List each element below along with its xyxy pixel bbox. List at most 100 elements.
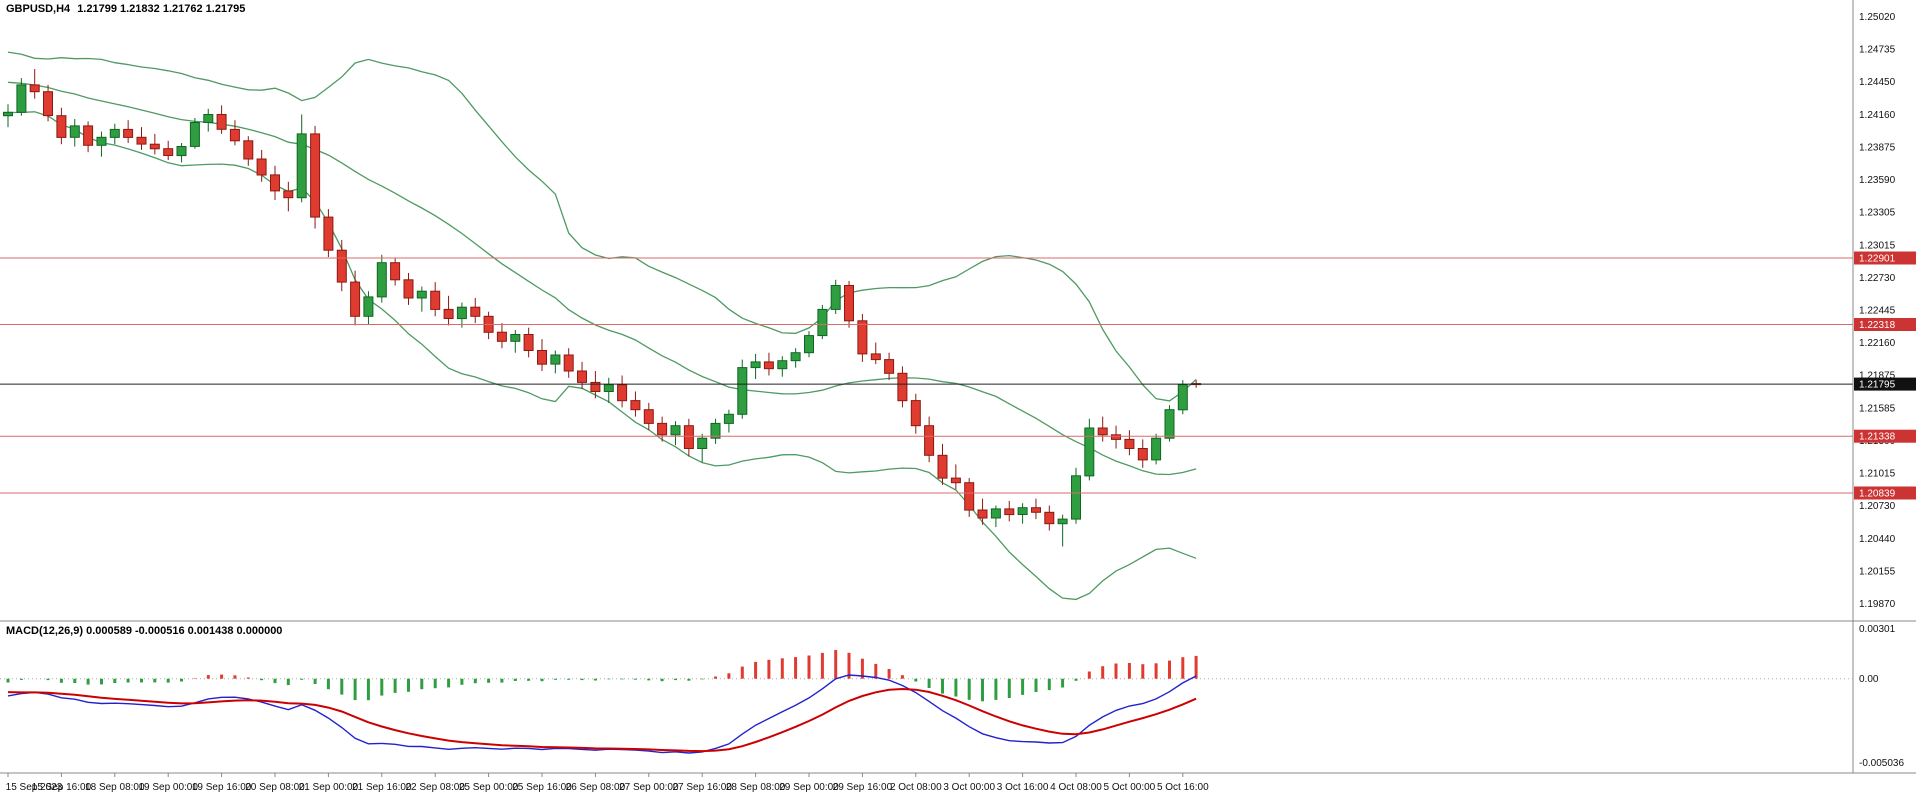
bear-candle-body	[643, 409, 654, 424]
bear-candle-body	[163, 148, 174, 156]
bear-candle-body	[1137, 448, 1148, 461]
time-axis-label: 22 Sep 08:00	[405, 782, 465, 793]
bear-candle-body	[1111, 434, 1121, 440]
price-axis-label: 1.23590	[1859, 175, 1896, 186]
level-price-tag: 1.20839	[1854, 486, 1916, 500]
bear-candle-body	[56, 115, 67, 138]
price-axis-label: 1.24735	[1859, 45, 1896, 56]
price-axis-label: 1.21875	[1859, 371, 1896, 382]
macd-axis-label: 0.00	[1859, 674, 1879, 685]
price-axis-label: 1.25020	[1859, 12, 1896, 23]
bear-candle-body	[897, 372, 908, 402]
price-axis-label: 1.20155	[1859, 567, 1896, 578]
time-axis-label: 5 Oct 16:00	[1157, 782, 1209, 793]
bull-candle-body	[456, 306, 467, 320]
time-axis-label: 19 Sep 00:00	[138, 782, 198, 793]
bear-candle-body	[336, 249, 347, 283]
bear-candle-body	[630, 400, 641, 411]
bull-candle-body	[750, 361, 761, 369]
bull-candle-body	[790, 352, 801, 362]
price-axis-label: 1.21015	[1859, 469, 1896, 480]
bear-candle-body	[390, 262, 401, 281]
bear-candle-body	[683, 425, 694, 450]
bear-candle-body	[857, 320, 868, 355]
bear-candle-body	[617, 384, 628, 402]
bull-candle-body	[723, 413, 734, 424]
bull-candle-body	[804, 335, 814, 354]
macd-indicator-label: MACD(12,26,9) 0.000589 -0.000516 0.00143…	[6, 625, 283, 637]
bull-candle-body	[176, 146, 187, 157]
bull-candle-body	[1151, 437, 1162, 461]
bull-candle-body	[1071, 475, 1081, 520]
time-axis-label: 15 Sep 2023	[6, 782, 63, 793]
bull-candle-body	[670, 425, 681, 436]
bear-candle-body	[430, 290, 441, 310]
bear-candle-body	[977, 509, 988, 519]
bear-candle-body	[283, 190, 294, 199]
time-axis-label: 5 Oct 00:00	[1104, 782, 1156, 793]
bear-candle-body	[910, 400, 921, 427]
bull-candle-body	[1084, 427, 1095, 477]
bull-candle-body	[697, 437, 708, 450]
time-axis-label: 25 Sep 16:00	[512, 782, 572, 793]
bull-candle-body	[109, 128, 120, 138]
macd-signal-line	[7, 687, 1197, 753]
bear-candle-body	[443, 308, 454, 319]
bear-candle-body	[1031, 507, 1041, 513]
time-axis-label: 3 Oct 00:00	[943, 782, 995, 793]
bear-candle-body	[763, 361, 774, 370]
bear-candle-body	[577, 370, 587, 383]
bull-candle-body	[189, 122, 200, 147]
svg-text:1.21795: 1.21795	[1859, 380, 1896, 391]
bull-candle-body	[3, 111, 13, 117]
bear-candle-body	[870, 353, 881, 361]
bear-candle-body	[1124, 438, 1135, 449]
bear-candle-body	[964, 482, 975, 511]
time-axis-label: 28 Sep 08:00	[726, 782, 786, 793]
current-price-tag: 1.21795	[1854, 377, 1916, 391]
bull-candle-body	[69, 125, 80, 138]
bear-candle-body	[243, 140, 254, 160]
bear-candle-body	[403, 279, 414, 299]
bull-candle-body	[830, 285, 841, 310]
svg-text:1.22318: 1.22318	[1859, 320, 1896, 331]
time-axis-label: 3 Oct 16:00	[997, 782, 1049, 793]
bear-candle-body	[657, 422, 668, 436]
svg-text:1.20839: 1.20839	[1859, 489, 1896, 500]
price-axis-label: 1.23875	[1859, 143, 1896, 154]
bear-candle-body	[884, 359, 895, 374]
bear-candle-body	[350, 281, 361, 317]
bear-candle-body	[496, 331, 507, 342]
bull-candle-body	[376, 262, 387, 298]
bull-candle-body	[1017, 507, 1028, 516]
bear-candle-body	[323, 216, 334, 251]
bear-candle-body	[924, 425, 935, 456]
bear-candle-body	[270, 174, 280, 192]
time-axis-label: 29 Sep 16:00	[833, 782, 893, 793]
bollinger-lower-band	[7, 111, 1197, 601]
time-axis-label: 4 Oct 08:00	[1050, 782, 1102, 793]
time-axis-label: 29 Sep 00:00	[779, 782, 839, 793]
time-axis-label: 15 Sep 16:00	[32, 782, 92, 793]
time-axis-label: 27 Sep 00:00	[619, 782, 679, 793]
chart-header: GBPUSD,H4 1.21799 1.21832 1.21762 1.21795	[6, 3, 245, 15]
bull-candle-body	[1164, 409, 1175, 439]
bull-candle-body	[737, 367, 748, 415]
macd-histogram	[6, 650, 1198, 702]
svg-text:1.22901: 1.22901	[1859, 254, 1896, 265]
bear-candle-body	[844, 285, 854, 322]
bear-candle-body	[83, 125, 94, 146]
price-axis-label: 1.24160	[1859, 110, 1896, 121]
time-axis-label: 19 Sep 16:00	[192, 782, 252, 793]
price-axis-label: 1.22730	[1859, 273, 1896, 284]
bull-candle-body	[16, 84, 27, 113]
price-axis-label: 1.20730	[1859, 501, 1896, 512]
time-axis-label: 25 Sep 00:00	[459, 782, 519, 793]
bear-candle-body	[1044, 511, 1055, 525]
price-axis-label: 1.22445	[1859, 306, 1896, 317]
time-axis-label: 21 Sep 16:00	[352, 782, 412, 793]
macd-axis-label: -0.005036	[1859, 758, 1904, 769]
